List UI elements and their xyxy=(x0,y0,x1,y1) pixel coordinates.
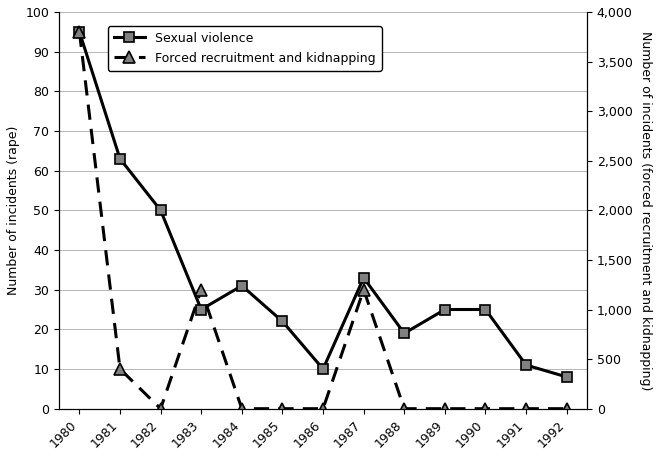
Forced recruitment and kidnapping xyxy=(360,287,368,292)
Forced recruitment and kidnapping xyxy=(319,406,327,411)
Line: Sexual violence: Sexual violence xyxy=(74,27,571,382)
Sexual violence xyxy=(157,207,165,213)
Y-axis label: Number of incidents (forced recruitment and kidnapping): Number of incidents (forced recruitment … xyxy=(639,31,652,390)
Sexual violence xyxy=(279,319,287,324)
Forced recruitment and kidnapping xyxy=(482,406,490,411)
Sexual violence xyxy=(563,374,571,380)
Sexual violence xyxy=(482,307,490,312)
Sexual violence xyxy=(400,330,408,336)
Sexual violence xyxy=(197,307,205,312)
Forced recruitment and kidnapping xyxy=(522,406,530,411)
Line: Forced recruitment and kidnapping: Forced recruitment and kidnapping xyxy=(74,26,572,414)
Sexual violence xyxy=(75,29,83,35)
Sexual violence xyxy=(319,366,327,372)
Forced recruitment and kidnapping xyxy=(116,366,124,372)
Sexual violence xyxy=(441,307,449,312)
Forced recruitment and kidnapping xyxy=(563,406,571,411)
Forced recruitment and kidnapping xyxy=(75,29,83,35)
Forced recruitment and kidnapping xyxy=(441,406,449,411)
Y-axis label: Number of incidents (rape): Number of incidents (rape) xyxy=(7,126,20,295)
Sexual violence xyxy=(522,362,530,368)
Forced recruitment and kidnapping xyxy=(157,406,165,411)
Forced recruitment and kidnapping xyxy=(400,406,408,411)
Forced recruitment and kidnapping xyxy=(238,406,246,411)
Forced recruitment and kidnapping xyxy=(197,287,205,292)
Sexual violence xyxy=(116,156,124,161)
Forced recruitment and kidnapping xyxy=(279,406,287,411)
Legend: Sexual violence, Forced recruitment and kidnapping: Sexual violence, Forced recruitment and … xyxy=(107,26,382,71)
Sexual violence xyxy=(238,283,246,288)
Sexual violence xyxy=(360,275,368,281)
